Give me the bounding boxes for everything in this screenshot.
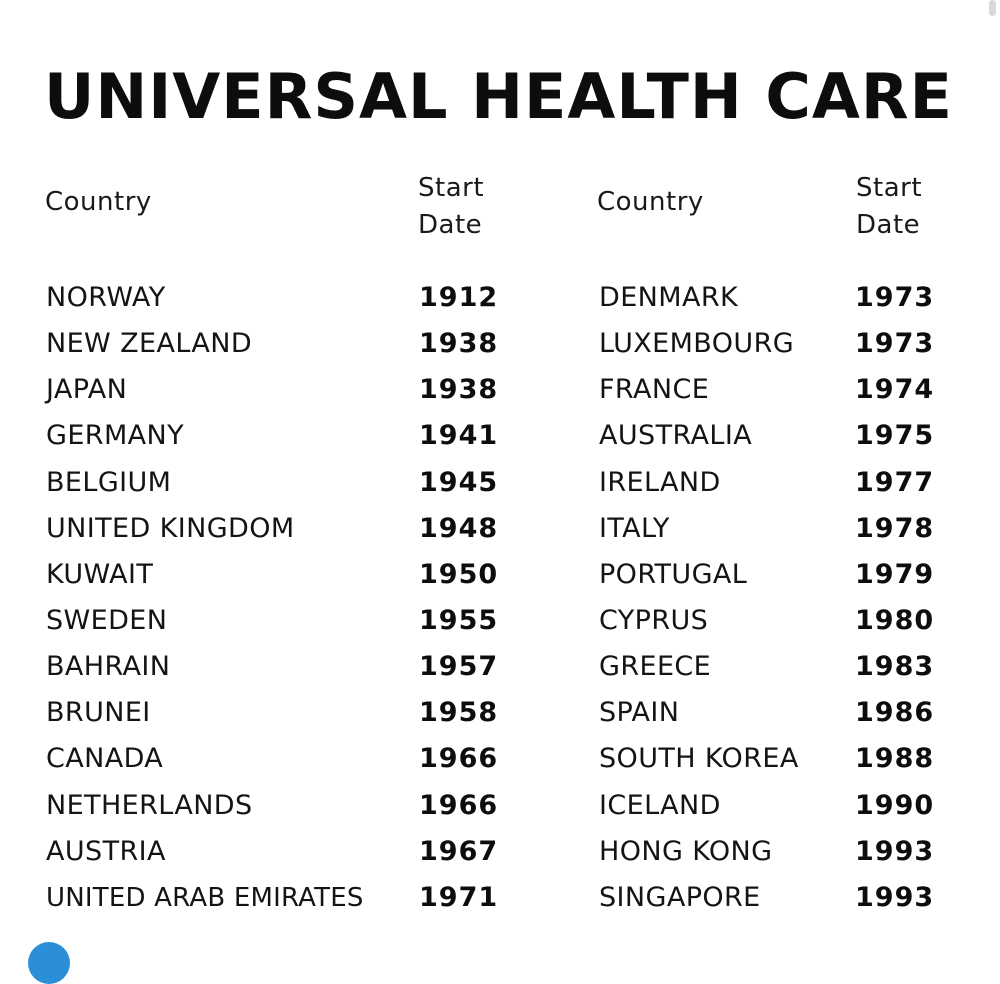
country-name: HONG KONG xyxy=(599,835,773,867)
table-row: NORWAY 1912 xyxy=(46,275,499,321)
country-name: PORTUGAL xyxy=(599,558,748,590)
header-date-word: Date xyxy=(418,210,483,240)
country-name: ITALY xyxy=(599,512,670,544)
country-name: CANADA xyxy=(46,743,164,775)
table-row: NEW ZEALAND 1938 xyxy=(46,321,499,367)
start-year: 1950 xyxy=(419,558,499,590)
start-year: 1958 xyxy=(419,697,499,729)
right-country-list: DENMARK 1973 LUXEMBOURG 1973 FRANCE 1974 AU… xyxy=(599,275,959,921)
country-name: KUWAIT xyxy=(46,558,154,590)
table-row: SWEDEN 1955 xyxy=(46,598,499,644)
table-row: PORTUGAL 1979 xyxy=(599,552,959,598)
country-name: GREECE xyxy=(599,651,712,683)
table-row: UNITED KINGDOM 1948 xyxy=(46,506,499,552)
table-row: CANADA 1966 xyxy=(46,736,499,782)
header-start-word: Start xyxy=(856,173,923,203)
table-row: GREECE 1983 xyxy=(599,644,959,690)
country-name: NORWAY xyxy=(46,282,166,313)
table-row: HONG KONG 1993 xyxy=(599,829,959,875)
table-row: AUSTRALIA 1975 xyxy=(599,413,959,459)
scrollbar-thumb[interactable] xyxy=(989,0,996,16)
header-start-date-left: Start Date xyxy=(418,170,484,244)
start-year: 1990 xyxy=(855,789,935,821)
country-name: DENMARK xyxy=(599,282,739,313)
country-name: SINGAPORE xyxy=(599,881,761,913)
start-year: 1988 xyxy=(855,743,935,775)
start-year: 1967 xyxy=(419,835,499,867)
start-year: 1912 xyxy=(419,282,499,313)
country-name: IRELAND xyxy=(599,466,721,498)
table-row: ICELAND 1990 xyxy=(599,783,959,829)
country-name: AUSTRIA xyxy=(46,835,166,867)
start-year: 1980 xyxy=(855,604,935,636)
start-year: 1957 xyxy=(419,651,499,683)
table-row: LUXEMBOURG 1973 xyxy=(599,321,959,367)
start-year: 1979 xyxy=(855,558,935,590)
table-row: FRANCE 1974 xyxy=(599,367,959,413)
table-row: IRELAND 1977 xyxy=(599,460,959,506)
country-name: BRUNEI xyxy=(46,697,151,729)
table-row: BRUNEI 1958 xyxy=(46,690,499,736)
table-row: CYPRUS 1980 xyxy=(599,598,959,644)
start-year: 1973 xyxy=(855,328,935,360)
country-name: ICELAND xyxy=(599,789,721,821)
country-name: NETHERLANDS xyxy=(46,789,253,821)
start-year: 1975 xyxy=(855,420,935,452)
table-row: BELGIUM 1945 xyxy=(46,460,499,506)
start-year: 1986 xyxy=(855,697,935,729)
country-name: LUXEMBOURG xyxy=(599,328,795,360)
header-start-date-right: Start Date xyxy=(856,170,922,244)
country-name: UNITED KINGDOM xyxy=(46,512,295,544)
header-country-left: Country xyxy=(45,187,152,217)
table-row: JAPAN 1938 xyxy=(46,367,499,413)
start-year: 1945 xyxy=(419,466,499,498)
header-country-right: Country xyxy=(597,187,704,217)
start-year: 1983 xyxy=(855,651,935,683)
start-year: 1966 xyxy=(419,743,499,775)
table-row: ITALY 1978 xyxy=(599,506,959,552)
table-row: BAHRAIN 1957 xyxy=(46,644,499,690)
country-name: BELGIUM xyxy=(46,466,172,498)
start-year: 1978 xyxy=(855,512,935,544)
start-year: 1966 xyxy=(419,789,499,821)
start-year: 1973 xyxy=(855,282,935,313)
country-name: SOUTH KOREA xyxy=(599,743,799,775)
country-name: NEW ZEALAND xyxy=(46,328,253,360)
table-row: DENMARK 1973 xyxy=(599,275,959,321)
start-year: 1993 xyxy=(855,881,935,913)
country-name: AUSTRALIA xyxy=(599,420,753,452)
start-year: 1938 xyxy=(419,374,499,406)
start-year: 1941 xyxy=(419,420,499,452)
table-row: AUSTRIA 1967 xyxy=(46,829,499,875)
start-year: 1955 xyxy=(419,604,499,636)
start-year: 1974 xyxy=(855,374,935,406)
table-row: UNITED ARAB EMIRATES 1971 xyxy=(46,875,499,921)
start-year: 1948 xyxy=(419,512,499,544)
country-name: CYPRUS xyxy=(599,604,709,636)
country-name: FRANCE xyxy=(599,374,710,406)
country-name: GERMANY xyxy=(46,420,184,452)
country-name: BAHRAIN xyxy=(46,651,171,683)
header-start-word: Start xyxy=(418,173,485,203)
country-name: JAPAN xyxy=(46,374,128,406)
start-year: 1977 xyxy=(855,466,935,498)
table-row: SOUTH KOREA 1988 xyxy=(599,736,959,782)
start-year: 1993 xyxy=(855,835,935,867)
start-year: 1938 xyxy=(419,328,499,360)
country-name: UNITED ARAB EMIRATES xyxy=(46,882,364,913)
page-title: UNIVERSAL HEALTH CARE xyxy=(44,60,953,133)
table-row: KUWAIT 1950 xyxy=(46,552,499,598)
avatar[interactable] xyxy=(28,942,70,984)
start-year: 1971 xyxy=(419,881,499,913)
country-name: SPAIN xyxy=(599,697,680,729)
table-row: SINGAPORE 1993 xyxy=(599,875,959,921)
country-name: SWEDEN xyxy=(46,604,168,636)
header-date-word: Date xyxy=(856,210,921,240)
table-row: NETHERLANDS 1966 xyxy=(46,783,499,829)
left-country-list: NORWAY 1912 NEW ZEALAND 1938 JAPAN 1938 GER… xyxy=(46,275,499,921)
table-row: SPAIN 1986 xyxy=(599,690,959,736)
table-row: GERMANY 1941 xyxy=(46,413,499,459)
